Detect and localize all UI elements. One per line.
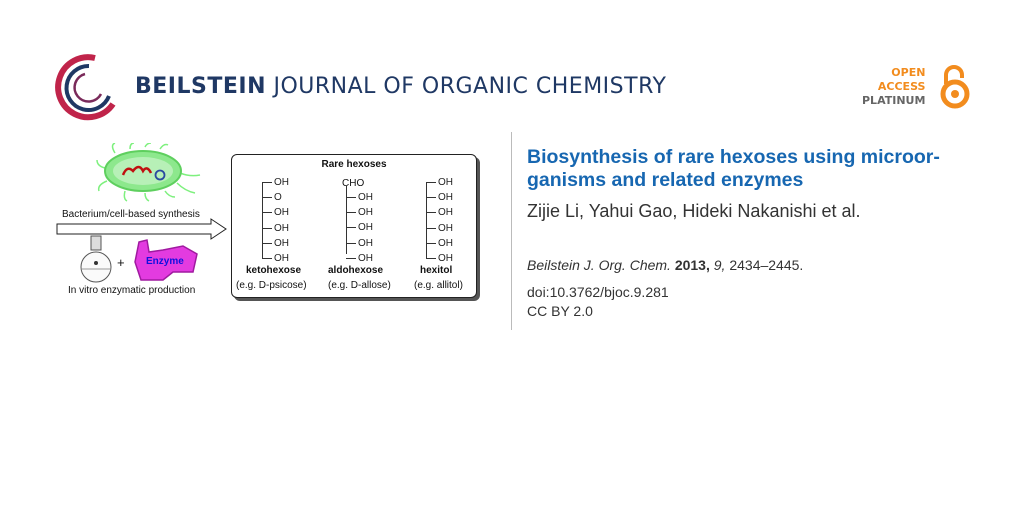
open-lock-icon — [940, 65, 970, 109]
aldohexose-example: (e.g. D-allose) — [328, 280, 391, 291]
carbon-chain — [262, 182, 263, 258]
substituent-group: OH — [346, 190, 373, 205]
substituent-group: OH — [426, 205, 453, 220]
cell-synthesis-label: Bacterium/cell-based synthesis — [62, 209, 200, 220]
substituent-group: OH — [426, 221, 453, 236]
ketohexose-label: ketohexose — [246, 265, 302, 276]
divider — [511, 132, 512, 330]
substituent-group: OH — [262, 236, 289, 251]
beilstein-logo-icon — [55, 54, 116, 121]
substituent-group: OH — [262, 205, 289, 220]
ketohexose-structure: OH O OH OH OH OH — [262, 175, 289, 266]
substituent-group: OH — [346, 220, 373, 235]
cho-label: CHO — [342, 178, 365, 189]
aldohexose-label: aldohexose — [328, 265, 384, 276]
ketohexose-example: (e.g. D-psicose) — [236, 280, 307, 291]
enzyme-icon — [134, 239, 198, 281]
open-access-badge: OPEN ACCESS PLATINUM — [862, 66, 926, 107]
hexitol-structure: OH OH OH OH OH OH — [426, 175, 453, 266]
substituent-group: OH — [426, 236, 453, 251]
substituent-group: O — [262, 190, 289, 205]
substituent-group: OH — [426, 175, 453, 190]
authors: Zijie Li, Yahui Gao, Hideki Nakanishi et… — [527, 201, 861, 221]
hexitol-example: (e.g. allitol) — [414, 280, 463, 291]
arrow-icon — [56, 218, 227, 240]
citation: Beilstein J. Org. Chem. 2013, 9, 2434–24… — [527, 257, 804, 273]
substituent-group: OH — [262, 175, 289, 190]
doi[interactable]: doi:10.3762/bjoc.9.281 — [527, 284, 669, 300]
enzyme-label: Enzyme — [146, 256, 184, 267]
substituent-group: OH — [346, 205, 373, 220]
carbon-chain — [426, 182, 427, 258]
substituent-group: OH — [346, 236, 373, 251]
flask-icon — [80, 235, 112, 283]
box-title: Rare hexoses — [321, 159, 387, 170]
rare-hexoses-box: Rare hexoses OH O OH OH OH OH CHO OH OH OH OH OH … — [231, 154, 477, 298]
license[interactable]: CC BY 2.0 — [527, 303, 593, 319]
bacterium-icon — [96, 143, 201, 202]
substituent-group: OH — [262, 221, 289, 236]
invitro-label: In vitro enzymatic production — [68, 285, 196, 296]
substituent-group: OH — [262, 251, 289, 266]
substituent-group: OH — [426, 190, 453, 205]
plus-sign: + — [117, 255, 125, 270]
substituent-group: OH — [346, 251, 373, 266]
aldohexose-structure: OH OH OH OH OH — [346, 186, 373, 266]
substituent-group: OH — [426, 251, 453, 266]
hexitol-label: hexitol — [420, 265, 453, 276]
carbon-chain — [346, 186, 347, 254]
journal-name: BEILSTEIN JOURNAL OF ORGANIC CHEMISTRY — [135, 74, 667, 99]
article-title[interactable]: Biosynthesis of rare hexoses using micro… — [527, 146, 940, 191]
